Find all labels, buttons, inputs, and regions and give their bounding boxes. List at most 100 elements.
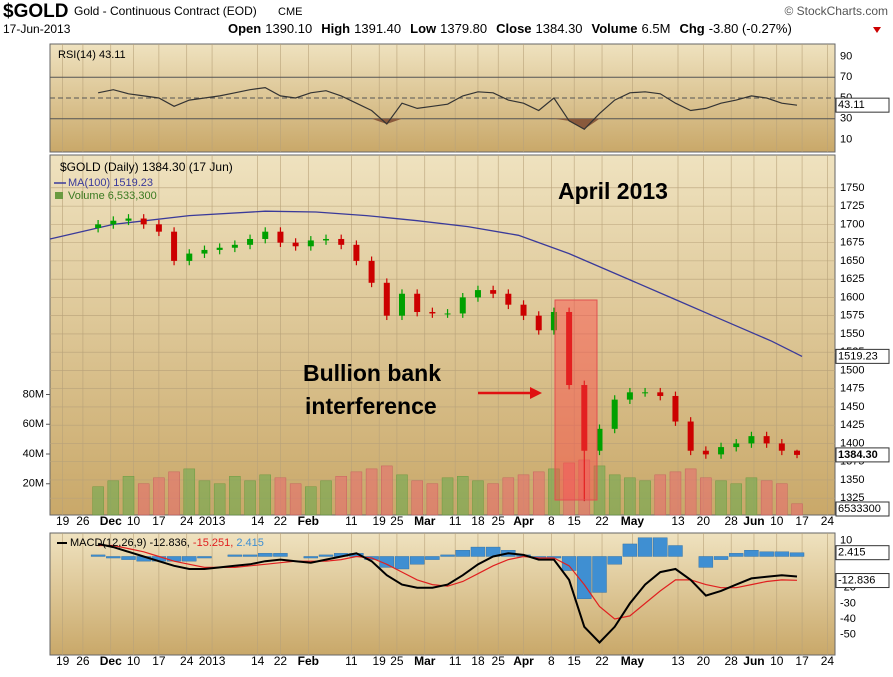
histogram-bar [440,554,455,557]
candle-body [307,240,314,247]
y-tick-label: 1600 [840,291,864,303]
histogram-bar [744,550,759,557]
x-tick-label: 19 [373,654,387,668]
histogram-bar [258,553,273,557]
y-tick-label: 1550 [840,328,864,340]
candle-body [155,224,162,232]
price-panel [49,154,836,516]
candle-body [520,304,527,316]
candle-body [247,238,254,245]
candle-body [368,260,375,283]
stat-value: 1390.10 [265,21,312,36]
candle-body [687,421,694,451]
volume-bar [213,483,226,516]
y-tick-label: 1325 [840,492,864,504]
x-tick-label: 25 [390,654,404,668]
x-tick-label: 17 [152,514,166,528]
y-tick-label: -30 [840,597,856,609]
y-tick-label: 1475 [840,383,864,395]
volume-bar [700,477,712,516]
x-tick-label: Apr [513,514,534,528]
candle-body [383,282,390,316]
x-tick-label: 28 [724,514,738,528]
x-tick-label: 11 [345,514,358,528]
candle-body [718,447,725,455]
volume-bar [760,480,773,516]
candle-body [277,231,284,243]
x-tick-label: 19 [56,514,70,528]
candle-body [292,242,299,247]
y-tick-label: 1575 [840,310,864,322]
stat-label: Close [496,21,531,36]
volume-bar [198,480,211,516]
candle-body [702,450,709,455]
histogram-bar [303,556,319,559]
histogram-bar [273,553,288,557]
histogram-bar [577,556,592,599]
y-tick-label: 1725 [840,200,864,212]
volume-bar [137,483,150,516]
stat-label: Chg [679,21,704,36]
x-tick-label: Feb [298,654,319,668]
y-tick-label: 10 [840,133,852,145]
last-value-box [835,348,890,364]
last-value-label: 1519.23 [838,350,878,362]
candle-body [216,247,223,250]
histogram-bar [713,556,729,560]
volume-bar [426,483,439,516]
x-tick-label: 11 [345,654,358,668]
histogram-bar [455,550,470,557]
candle-body [626,392,633,400]
x-tick-label: 22 [595,514,609,528]
x-tick-label: Dec [100,654,122,668]
exchange: CME [278,6,302,18]
x-tick-label: 15 [567,654,581,668]
volume-bar [472,480,484,516]
candle-body [186,253,193,261]
candle-body [171,231,178,261]
candle-body [657,392,664,396]
y-tick-label: -40 [840,613,856,625]
histogram-bar [182,556,197,562]
volume-bar [791,503,803,516]
histogram-bar [121,556,136,560]
histogram-legend-value: 2.415 [236,537,264,549]
ma-line [49,210,803,357]
x-tick-label: 26 [76,654,90,668]
volume-bar [396,474,408,516]
candle-body [763,436,770,444]
last-value-box [835,573,890,589]
volume-bar [381,465,393,516]
volume-bar [183,468,196,516]
x-tick-label: 25 [492,654,506,668]
x-tick-label: 25 [390,514,404,528]
volume-bar [639,480,651,516]
x-tick-label: 18 [471,654,485,668]
x-tick-label: 19 [373,514,387,528]
last-value-box [835,501,890,517]
volume-bar [730,483,742,516]
volume-bar [548,468,560,516]
histogram-bar [227,554,243,557]
x-tick-label: 2013 [199,514,226,528]
ma-legend: MA(100) 1519.23 [68,177,153,189]
y-tick-label: 30 [840,113,852,125]
volume-legend: Volume 6,533,300 [68,190,157,202]
x-tick-label: 26 [76,514,90,528]
x-tick-label: 22 [274,654,288,668]
macd-legend-value: -12.836, [149,537,189,549]
stat-value: -3.80 (-0.27%) [709,21,792,36]
x-tick-label: Apr [513,654,534,668]
y-tick-label: 1500 [840,364,864,376]
volume-bar [532,471,545,516]
x-tick-label: 20 [697,654,711,668]
x-tick-label: 24 [821,514,835,528]
x-tick-label: 24 [180,514,194,528]
y-tick-label: 1650 [840,255,864,267]
candle-body [459,297,466,314]
stat-label: Open [228,21,261,36]
stat-value: 1379.80 [440,21,487,36]
x-tick-label: 8 [548,654,555,668]
stat-value: 1391.40 [354,21,401,36]
candle-body [231,244,238,248]
